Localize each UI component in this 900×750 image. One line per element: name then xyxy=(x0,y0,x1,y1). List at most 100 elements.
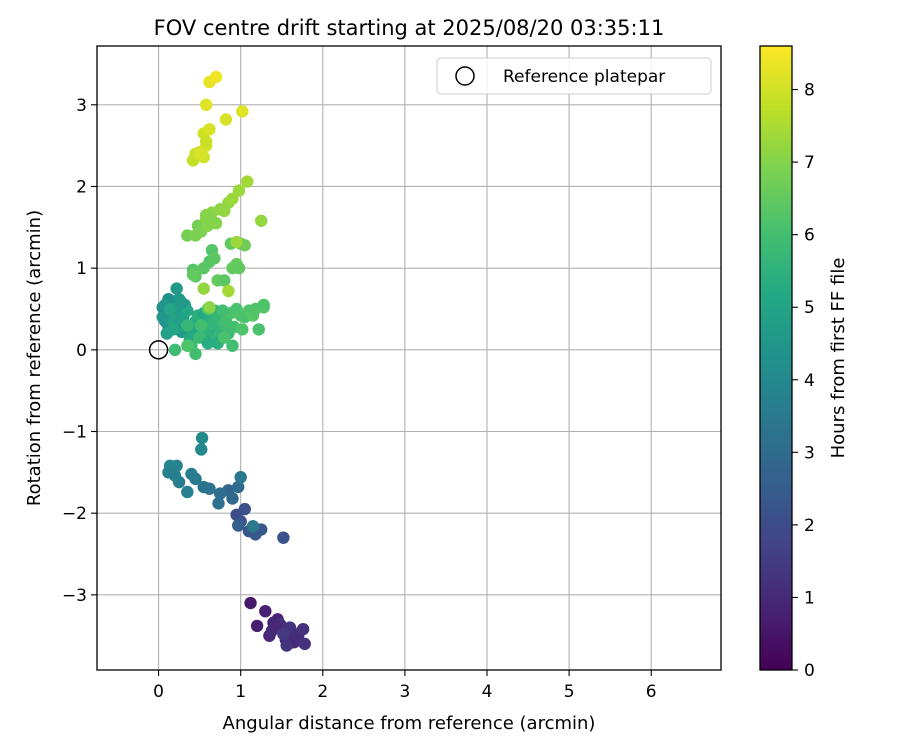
data-point xyxy=(232,184,246,197)
data-point xyxy=(200,98,213,112)
legend-marker-icon xyxy=(455,66,475,86)
y-tick-label: 1 xyxy=(76,259,87,279)
data-point xyxy=(208,252,221,265)
data-point xyxy=(200,208,213,222)
x-tick-label: 5 xyxy=(564,682,575,702)
data-point xyxy=(238,502,251,516)
colorbar-tick-label: 5 xyxy=(804,298,815,318)
reference-platepar-marker xyxy=(148,340,169,360)
legend-entry-label: Reference platepar xyxy=(503,67,665,87)
data-point xyxy=(268,619,282,633)
y-tick-label: −1 xyxy=(62,423,87,443)
data-point xyxy=(259,604,272,618)
data-point xyxy=(257,298,270,312)
data-point xyxy=(201,337,215,350)
data-point xyxy=(277,531,290,544)
data-point xyxy=(170,282,183,295)
data-point xyxy=(277,627,290,641)
data-point xyxy=(181,339,194,352)
data-point xyxy=(181,485,194,499)
x-tick-label: 2 xyxy=(317,682,328,702)
data-point xyxy=(213,487,227,500)
colorbar-tick-label: 4 xyxy=(804,371,815,391)
y-tick-label: 2 xyxy=(76,177,87,197)
data-point xyxy=(175,296,188,309)
data-point xyxy=(232,480,245,494)
data-point xyxy=(236,323,249,336)
data-point xyxy=(250,619,264,633)
data-point xyxy=(216,304,229,317)
colorbar xyxy=(759,45,793,671)
data-point xyxy=(209,217,223,230)
data-point xyxy=(234,471,247,484)
x-axis-ticks: 0 1 2 3 4 5 6 xyxy=(153,670,657,702)
y-tick-label: −2 xyxy=(62,504,87,524)
y-axis-ticks: −3 −2 −1 0 1 2 3 xyxy=(62,96,97,606)
plot-frame xyxy=(96,45,722,671)
x-tick-label: 4 xyxy=(482,682,493,702)
data-point xyxy=(185,467,198,481)
data-point xyxy=(232,519,245,532)
data-point xyxy=(230,235,243,249)
data-point xyxy=(189,347,202,361)
data-point xyxy=(212,497,225,510)
colorbar-tick-label: 2 xyxy=(804,516,815,536)
data-point xyxy=(167,323,180,336)
colorbar-tick-label: 0 xyxy=(804,661,815,681)
colorbar-ticks: 0 1 2 3 4 5 6 7 8 xyxy=(792,81,815,681)
data-point xyxy=(280,639,293,652)
y-tick-label: 0 xyxy=(76,341,87,361)
legend-box xyxy=(436,57,712,95)
chart-title: FOV centre drift starting at 2025/08/20 … xyxy=(154,16,665,40)
data-point xyxy=(226,492,239,505)
data-point xyxy=(218,274,231,287)
data-point xyxy=(298,637,311,651)
data-points xyxy=(156,70,311,652)
data-point xyxy=(195,319,208,332)
data-point xyxy=(168,343,182,357)
colorbar-tick-label: 3 xyxy=(804,443,815,463)
colorbar-label: Hours from first FF file xyxy=(828,258,849,459)
data-point xyxy=(181,319,194,332)
data-point xyxy=(163,302,177,316)
y-tick-label: 3 xyxy=(76,96,87,116)
colorbar-tick-label: 8 xyxy=(804,81,815,101)
x-tick-label: 0 xyxy=(153,682,164,702)
y-tick-label: −3 xyxy=(62,586,87,606)
grid xyxy=(97,46,721,670)
colorbar-tick-label: 1 xyxy=(804,588,815,608)
legend: Reference platepar xyxy=(436,57,712,95)
colorbar-tick-label: 6 xyxy=(804,226,815,246)
colorbar-tick-label: 7 xyxy=(804,153,815,173)
x-tick-label: 1 xyxy=(235,682,246,702)
data-point xyxy=(222,284,235,298)
data-point xyxy=(193,147,206,161)
data-point xyxy=(197,282,210,295)
data-point xyxy=(195,431,209,445)
data-point xyxy=(203,301,216,314)
data-point xyxy=(218,331,231,344)
data-point xyxy=(156,310,169,324)
x-tick-label: 6 xyxy=(646,682,657,702)
data-point xyxy=(197,480,210,494)
x-tick-label: 3 xyxy=(399,682,410,702)
x-axis-label: Angular distance from reference (arcmin) xyxy=(223,713,596,734)
data-point xyxy=(203,123,216,136)
data-point xyxy=(186,268,200,281)
data-point xyxy=(200,135,213,148)
data-point xyxy=(195,443,208,456)
data-point xyxy=(241,175,254,188)
data-point xyxy=(255,214,268,227)
data-point xyxy=(236,105,249,118)
data-point xyxy=(209,70,223,84)
y-axis-label: Rotation from reference (arcmin) xyxy=(24,210,45,506)
data-point xyxy=(219,113,233,126)
data-point xyxy=(246,520,260,533)
data-point xyxy=(226,339,239,352)
data-point xyxy=(232,261,246,275)
data-point xyxy=(296,622,310,636)
data-point xyxy=(244,596,257,610)
data-point xyxy=(168,469,182,482)
data-point xyxy=(252,323,265,336)
